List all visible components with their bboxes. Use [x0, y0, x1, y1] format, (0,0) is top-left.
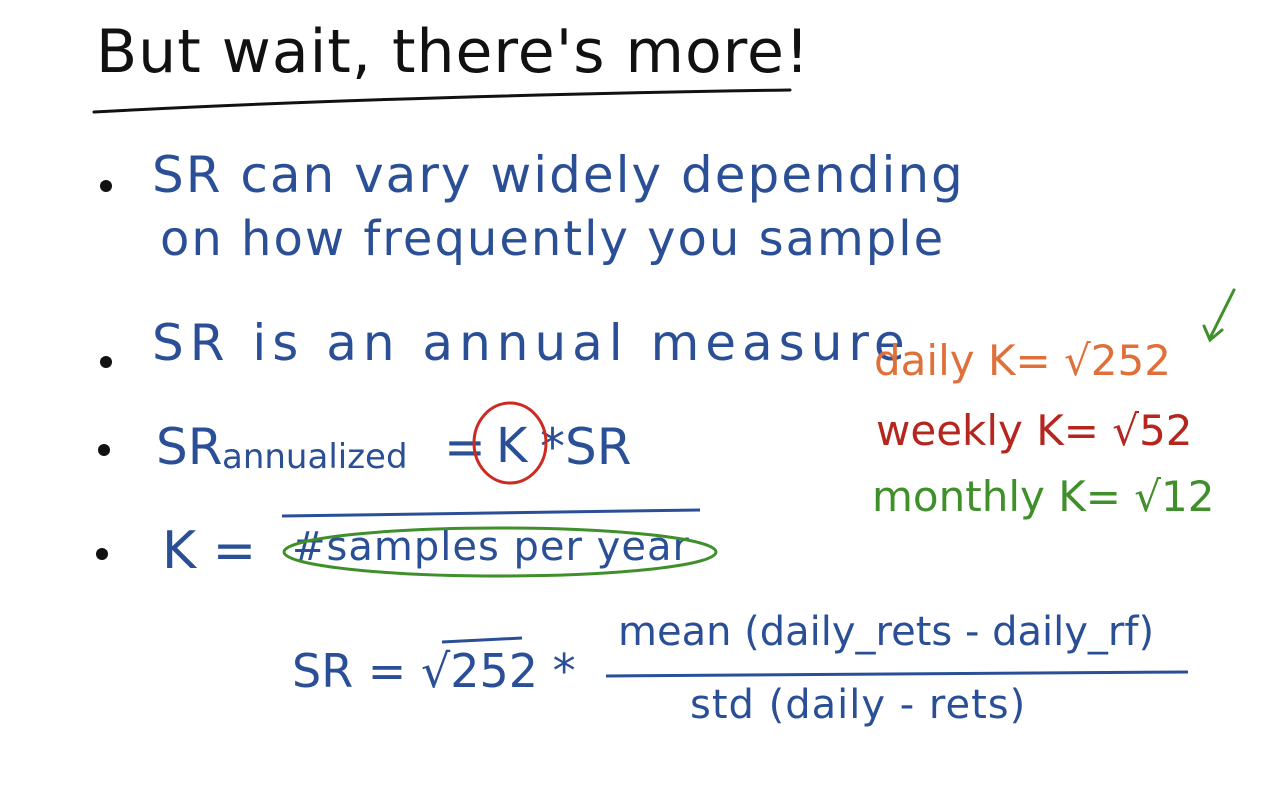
rate-weekly: weekly K= √52 [876, 406, 1193, 455]
bullet-3-k: K [496, 418, 528, 474]
rate-monthly: monthly K= √12 [872, 472, 1215, 521]
check-mark-icon [1202, 288, 1236, 343]
rate-daily: daily K= √252 [874, 336, 1171, 385]
bullet-dot [100, 356, 112, 368]
formula-lhs: SR = √252 * [292, 644, 576, 698]
bullet-1-line-1: SR can vary widely depending [152, 146, 965, 204]
bullet-dot [98, 444, 110, 456]
title-underline [92, 88, 792, 114]
slide-title: But wait, there's more! [96, 17, 810, 87]
bullet-2-text: SR is an annual measure [152, 314, 911, 372]
bullet-1-line-2: on how frequently you sample [160, 211, 946, 267]
samples-highlight-ellipse [282, 526, 718, 578]
bullet-3-sr: SR [156, 418, 223, 476]
sqrt-bar-samples [281, 508, 701, 518]
k-highlight-circle [472, 401, 548, 485]
bullet-3-subscript: annualized [222, 437, 408, 477]
fraction-bar [605, 670, 1189, 678]
bullet-dot [100, 180, 112, 192]
formula-denominator: std (daily - rets) [690, 682, 1027, 728]
sqrt-bar-formula [441, 636, 523, 644]
bullet-3-sr2: SR [565, 418, 632, 476]
bullet-dot [96, 548, 108, 560]
bullet-4-k-equals: K = [162, 521, 257, 581]
formula-numerator: mean (daily_rets - daily_rf) [618, 609, 1155, 655]
